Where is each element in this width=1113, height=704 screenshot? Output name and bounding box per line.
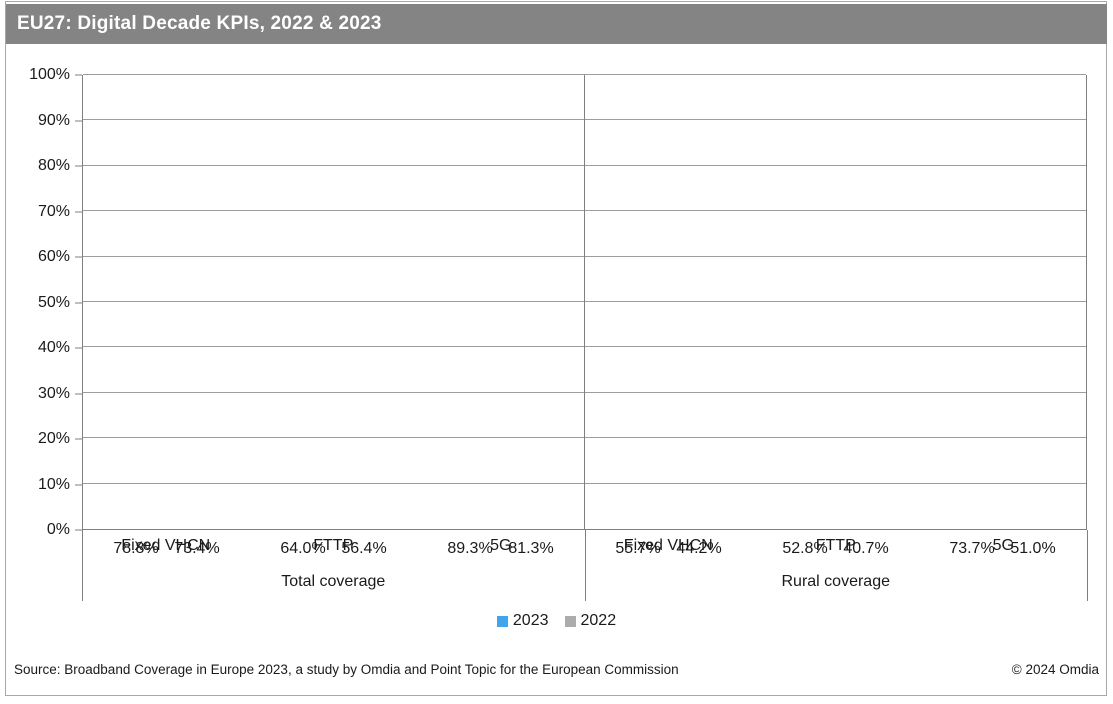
category-slot: 89.3% 81.3% <box>417 75 584 557</box>
y-axis-tick <box>75 120 82 121</box>
legend-item-2023: 2023 <box>496 612 549 630</box>
category-label: 5G <box>992 537 1014 554</box>
y-axis-tick-label: 100% <box>29 66 70 83</box>
y-axis-tick <box>75 211 82 212</box>
group-label: Total coverage <box>281 573 386 590</box>
y-axis-labels: 0% 10% 20% 30% 40% 50% 60% 70% 80% 90% 100% <box>0 66 70 538</box>
bar-value-label: 81.3% <box>508 540 554 557</box>
group-axis: Total coverage Rural coverage <box>82 573 1087 595</box>
y-axis-tick <box>75 529 82 531</box>
category-label: FTTP <box>815 537 856 554</box>
y-axis-tick <box>75 484 82 485</box>
legend-swatch-2022 <box>564 615 576 627</box>
group-divider-line <box>585 530 586 601</box>
chart-title: EU27: Digital Decade KPIs, 2022 & 2023 <box>17 13 382 34</box>
category-label: Fixed VHCN <box>623 537 713 554</box>
bar-group: 55.7% 44.2% 52.8% 40.7% 73.7% 51.0% <box>585 75 1086 557</box>
category-group: Fixed VHCN FTTP 5G <box>82 537 585 559</box>
y-axis-tick <box>75 347 82 349</box>
y-axis-tick-label: 60% <box>37 248 70 265</box>
copyright-text: © 2024 Omdia <box>1011 662 1099 677</box>
y-axis-tick-label: 40% <box>37 339 70 356</box>
category-group: Fixed VHCN FTTP 5G <box>585 537 1088 559</box>
category-slot: 55.7% 44.2% <box>585 75 752 557</box>
bar-value-label: 55.7% <box>615 540 661 557</box>
bar-value-label: 73.7% <box>949 540 995 557</box>
bar-value-label: 51.0% <box>1010 540 1056 557</box>
category-label: Fixed VHCN <box>121 537 211 554</box>
y-axis-ticks <box>75 74 82 531</box>
group-divider-line <box>82 530 83 601</box>
footer: Source: Broadband Coverage in Europe 202… <box>14 662 1099 677</box>
group-divider-line <box>1087 530 1088 601</box>
y-axis-tick-label: 50% <box>37 293 70 311</box>
bar-value-label: 56.4% <box>341 540 387 557</box>
y-axis-tick <box>75 256 82 258</box>
y-axis-tick <box>75 74 82 76</box>
legend: 2023 2022 <box>0 612 1113 630</box>
category-label: 5G <box>490 537 512 554</box>
bar-value-label: 44.2% <box>676 540 722 557</box>
y-axis-tick-label: 10% <box>37 475 70 493</box>
y-axis-tick-label: 80% <box>37 157 70 174</box>
category-slot: 78.8% 73.4% <box>83 75 250 557</box>
y-axis-tick-label: 70% <box>37 202 70 220</box>
category-slot: 52.8% 40.7% <box>752 75 919 557</box>
title-bar: EU27: Digital Decade KPIs, 2022 & 2023 <box>6 4 1107 44</box>
legend-swatch-2023 <box>496 615 508 627</box>
category-axis: Fixed VHCN FTTP 5G Fixed VHCN FTTP 5G <box>82 537 1087 559</box>
legend-item-2022: 2022 <box>564 612 617 630</box>
gridline <box>83 74 1086 75</box>
bar-value-label: 40.7% <box>843 540 889 557</box>
category-slot: 73.7% 51.0% <box>919 75 1086 557</box>
bar-value-label: 78.8% <box>113 540 159 557</box>
y-axis-tick-label: 90% <box>37 111 70 129</box>
y-axis-tick <box>75 302 82 303</box>
source-text: Source: Broadband Coverage in Europe 202… <box>14 662 679 677</box>
y-axis-tick <box>75 165 82 167</box>
bar-value-label: 52.8% <box>782 540 828 557</box>
y-axis-tick-label: 30% <box>37 384 70 402</box>
y-axis-tick-label: 0% <box>46 521 70 538</box>
category-slot: 64.0% 56.4% <box>250 75 417 557</box>
bar-value-label: 73.4% <box>174 540 220 557</box>
group-label: Rural coverage <box>781 573 891 590</box>
bar-group: 78.8% 73.4% 64.0% 56.4% 89.3% 81.3% <box>83 75 585 557</box>
bar-value-label: 64.0% <box>280 540 326 557</box>
bar-value-label: 89.3% <box>447 540 493 557</box>
legend-label: 2023 <box>512 612 549 629</box>
legend-label: 2022 <box>580 612 617 629</box>
y-axis-tick <box>75 438 82 440</box>
y-axis-tick-label: 20% <box>37 430 70 447</box>
y-axis-tick <box>75 393 82 394</box>
category-label: FTTP <box>313 537 354 554</box>
plot-area: 78.8% 73.4% 64.0% 56.4% 89.3% 81.3% 55.7% 44.2%… <box>82 74 1087 557</box>
